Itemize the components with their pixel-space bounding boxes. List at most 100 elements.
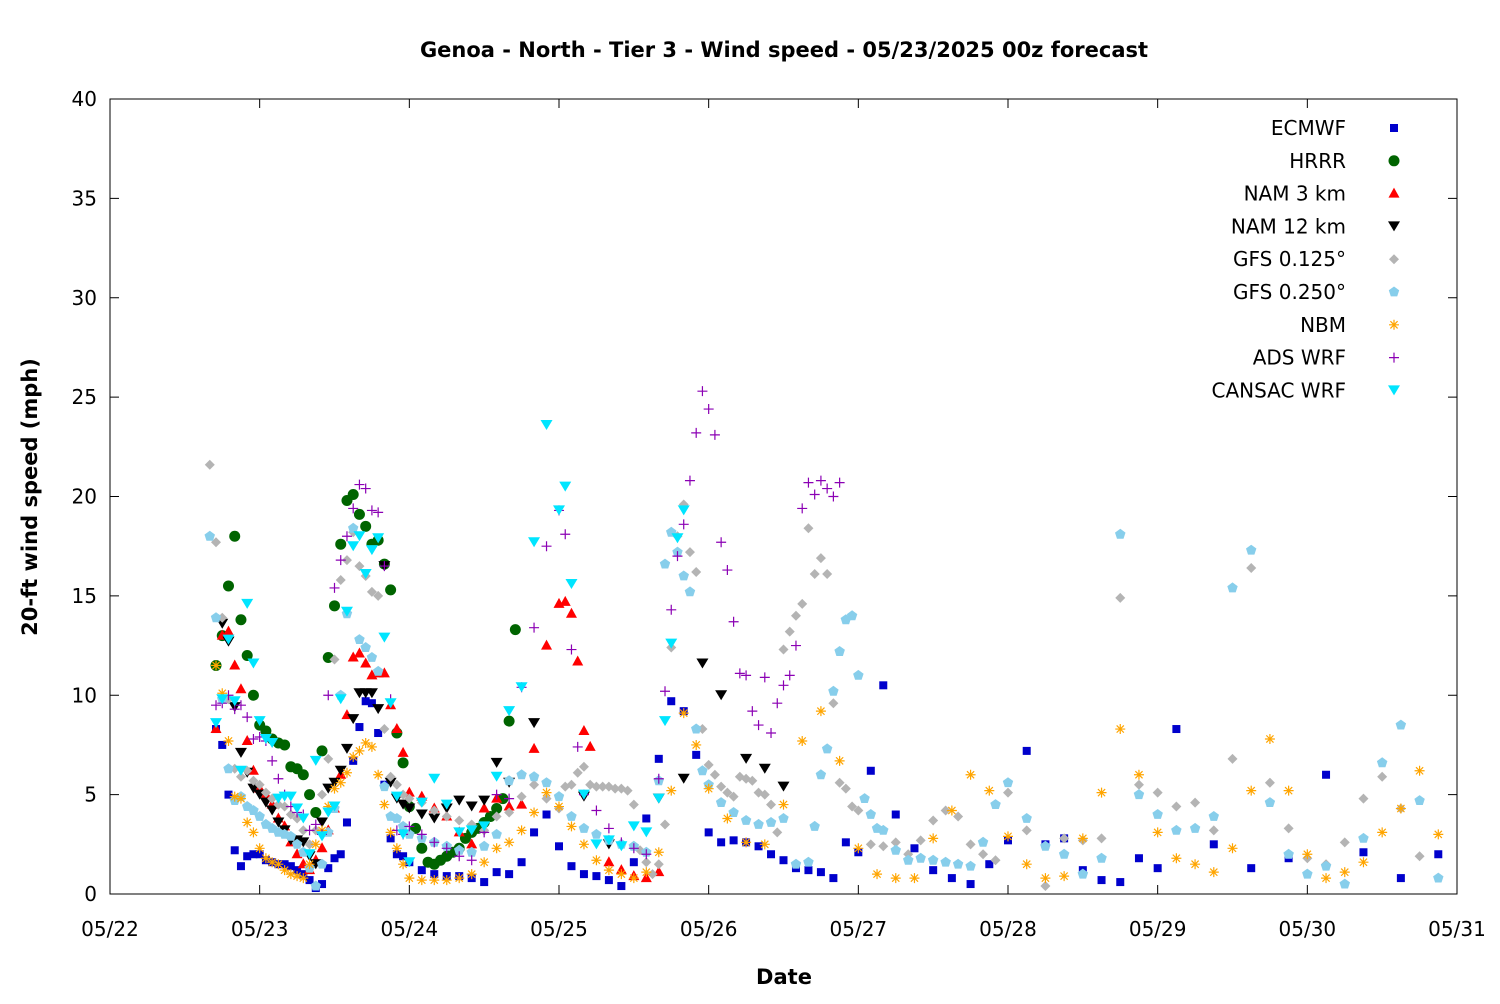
legend-label: CANSAC WRF bbox=[1211, 378, 1346, 402]
data-point bbox=[722, 565, 733, 576]
x-tick-label: 05/25 bbox=[530, 917, 588, 941]
data-point bbox=[940, 805, 951, 816]
data-point bbox=[248, 827, 259, 838]
data-point bbox=[267, 857, 278, 868]
data-point bbox=[529, 622, 540, 633]
data-point bbox=[391, 813, 403, 823]
data-point bbox=[729, 836, 738, 845]
data-point bbox=[291, 803, 304, 814]
data-point bbox=[491, 828, 502, 839]
data-point bbox=[641, 867, 652, 878]
data-point bbox=[285, 830, 297, 841]
data-point bbox=[990, 799, 1001, 809]
data-point bbox=[353, 508, 365, 520]
data-point bbox=[784, 626, 795, 637]
data-point bbox=[660, 686, 671, 697]
legend-item-nam-12-km: NAM 12 km bbox=[1231, 214, 1400, 238]
data-point bbox=[704, 828, 713, 837]
data-point bbox=[404, 793, 415, 804]
data-point bbox=[809, 489, 820, 500]
data-point bbox=[204, 459, 215, 470]
data-point bbox=[697, 386, 708, 397]
data-point bbox=[1096, 833, 1107, 844]
data-point bbox=[1264, 777, 1275, 788]
data-point bbox=[1209, 840, 1218, 849]
data-point bbox=[779, 856, 788, 865]
data-point bbox=[373, 590, 384, 601]
data-point bbox=[316, 842, 328, 853]
data-point bbox=[328, 801, 341, 812]
data-point bbox=[415, 797, 428, 808]
data-point bbox=[505, 870, 514, 879]
data-point bbox=[747, 706, 758, 717]
data-point bbox=[318, 880, 327, 889]
data-point bbox=[478, 802, 490, 813]
data-point bbox=[372, 665, 384, 676]
data-point bbox=[716, 781, 727, 792]
data-point bbox=[671, 533, 684, 544]
data-point bbox=[503, 715, 515, 727]
data-point bbox=[821, 743, 833, 754]
data-point bbox=[947, 874, 956, 883]
data-point bbox=[529, 779, 540, 790]
data-point bbox=[553, 505, 565, 516]
data-point bbox=[354, 745, 365, 756]
data-point bbox=[597, 781, 608, 792]
data-point bbox=[341, 531, 352, 542]
data-point bbox=[666, 604, 677, 615]
data-point bbox=[242, 712, 253, 723]
data-point bbox=[329, 783, 340, 794]
data-point bbox=[454, 873, 465, 884]
data-point bbox=[516, 798, 528, 809]
data-point bbox=[428, 773, 441, 784]
data-point bbox=[490, 771, 503, 782]
legend-marker bbox=[1388, 385, 1400, 396]
data-point bbox=[591, 805, 602, 816]
data-point bbox=[659, 716, 672, 727]
data-point bbox=[316, 858, 328, 869]
data-point bbox=[840, 783, 851, 794]
data-point bbox=[1040, 873, 1051, 884]
data-point bbox=[284, 791, 297, 802]
data-point bbox=[1414, 851, 1425, 862]
data-point bbox=[772, 827, 783, 838]
data-point bbox=[822, 569, 833, 580]
data-point bbox=[778, 680, 789, 691]
data-point bbox=[253, 716, 266, 727]
data-point bbox=[1227, 843, 1238, 854]
legend-label: NBM bbox=[1300, 313, 1346, 337]
data-point bbox=[503, 775, 515, 786]
data-point bbox=[1414, 765, 1425, 776]
data-point bbox=[329, 582, 340, 593]
legend-label: HRRR bbox=[1289, 149, 1346, 173]
data-point bbox=[223, 735, 234, 746]
data-point bbox=[1171, 853, 1182, 864]
data-point bbox=[879, 681, 888, 690]
data-point bbox=[279, 739, 291, 751]
data-point bbox=[392, 850, 401, 859]
data-point bbox=[603, 856, 615, 867]
data-point bbox=[379, 561, 390, 572]
data-point bbox=[341, 767, 352, 778]
data-point bbox=[397, 799, 410, 810]
data-point bbox=[554, 801, 564, 812]
y-tick-label: 20 bbox=[72, 485, 97, 509]
data-point bbox=[385, 827, 396, 838]
data-point bbox=[1339, 867, 1350, 878]
data-point bbox=[1377, 827, 1388, 838]
data-point bbox=[815, 706, 826, 717]
data-point bbox=[503, 706, 516, 717]
data-point bbox=[254, 779, 265, 790]
data-point bbox=[1320, 860, 1332, 871]
data-point bbox=[578, 761, 589, 772]
data-point bbox=[260, 787, 271, 798]
data-point bbox=[222, 625, 234, 636]
data-point bbox=[329, 654, 340, 665]
legend-marker bbox=[1388, 221, 1400, 232]
data-point bbox=[809, 820, 820, 831]
legend: ECMWF HRRR NAM 3 km NAM 12 km GFS 0.125° GFS … bbox=[1211, 116, 1400, 402]
data-point bbox=[303, 849, 316, 860]
data-point bbox=[267, 755, 278, 766]
data-point bbox=[272, 817, 285, 828]
data-point bbox=[565, 578, 578, 589]
